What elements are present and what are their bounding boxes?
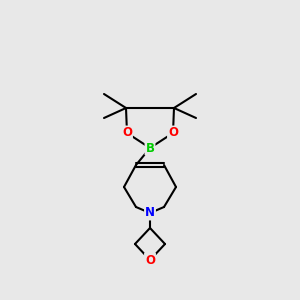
Text: N: N bbox=[145, 206, 155, 220]
Text: O: O bbox=[122, 127, 132, 140]
Text: O: O bbox=[168, 127, 178, 140]
Text: O: O bbox=[145, 254, 155, 266]
Text: B: B bbox=[146, 142, 154, 154]
